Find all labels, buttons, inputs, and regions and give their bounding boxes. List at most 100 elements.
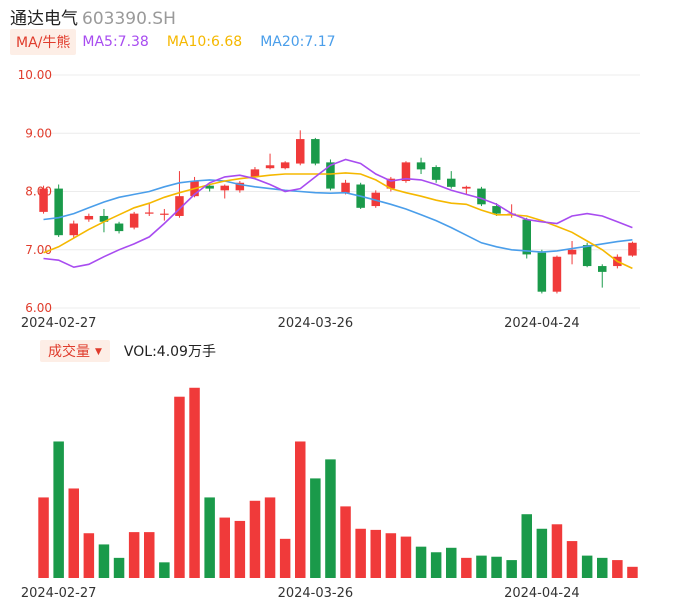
price-x-tick-label: 2024-02-27: [21, 316, 97, 331]
volume-bar: [128, 532, 140, 578]
candle-body: [552, 256, 562, 292]
ma-indicator-tab[interactable]: MA/牛熊: [10, 29, 77, 55]
candle-body: [341, 182, 350, 193]
volume-bar: [325, 459, 336, 578]
volume-bars: [38, 387, 638, 578]
volume-bar: [219, 517, 230, 578]
candle-body: [522, 219, 531, 255]
candle-body: [99, 215, 109, 222]
candle-body: [235, 182, 245, 191]
candle-body: [492, 206, 501, 214]
volume-indicator-dropdown[interactable]: 成交量 ▼: [40, 340, 110, 362]
volume-bar: [446, 547, 457, 578]
candle-body: [477, 188, 486, 205]
candles: [39, 130, 637, 294]
stock-name: 通达电气: [10, 9, 78, 29]
candle: [145, 203, 154, 216]
candle-body: [39, 188, 48, 212]
candle-body: [250, 169, 260, 177]
volume-bar: [264, 497, 276, 578]
candle-body: [296, 139, 305, 164]
volume-bar: [174, 396, 185, 578]
volume-bar: [310, 478, 321, 578]
candle: [280, 161, 290, 170]
volume-x-tick-label: 2024-02-27: [21, 586, 97, 601]
candle-body: [567, 249, 577, 255]
volume-bar: [551, 524, 563, 578]
candle-body: [386, 178, 396, 189]
candle: [296, 130, 305, 166]
volume-bar: [476, 555, 487, 578]
candle: [598, 264, 607, 288]
candle-body: [84, 215, 94, 220]
candle-body: [462, 186, 471, 189]
price-tick-label: 7.00: [25, 243, 52, 257]
volume-bar: [38, 497, 49, 578]
price-gridlines: [36, 74, 640, 309]
volume-bar: [279, 538, 291, 578]
candle-body: [69, 223, 78, 236]
volume-bar: [295, 441, 306, 578]
volume-bar: [189, 387, 200, 578]
candle: [416, 157, 426, 175]
volume-bar: [144, 532, 155, 578]
candle: [220, 184, 229, 199]
candle-body: [160, 213, 169, 215]
candle-body: [326, 162, 335, 189]
candle-body: [401, 162, 411, 182]
candle-body: [54, 188, 63, 236]
caret-down-icon: ▼: [95, 347, 102, 357]
price-tick-label: 8.00: [25, 185, 52, 199]
candle: [567, 241, 577, 265]
stock-code: 603390.SH: [82, 9, 176, 29]
volume-bar: [521, 514, 532, 578]
candle: [235, 181, 245, 193]
price-tick-label: 6.00: [25, 301, 52, 315]
candle-body: [311, 139, 320, 164]
ma20-legend: MA20:7.17: [260, 34, 336, 50]
volume-bar: [53, 441, 64, 578]
candle-body: [129, 213, 139, 228]
volume-bar: [83, 533, 95, 578]
volume-bar: [491, 556, 502, 578]
candle-body: [416, 162, 426, 170]
candle-body: [265, 165, 275, 169]
ma20-line: [43, 179, 633, 253]
price-tick-label: 10.00: [18, 68, 52, 82]
volume-bar: [415, 546, 427, 578]
volume-bar: [355, 528, 366, 578]
candle: [99, 208, 109, 233]
volume-x-tick-label: 2024-03-26: [278, 586, 354, 601]
candle-body: [280, 162, 290, 169]
volume-bar: [581, 555, 593, 578]
ma10-line: [43, 172, 633, 270]
candle: [552, 255, 562, 294]
volume-bar: [98, 544, 110, 578]
volume-value: VOL:4.09万手: [123, 344, 216, 360]
candle: [477, 186, 486, 207]
candle-body: [175, 196, 184, 216]
volume-bar: [597, 557, 608, 578]
volume-bar: [68, 488, 79, 578]
ma10-legend: MA10:6.68: [166, 34, 243, 50]
candle: [431, 165, 441, 183]
volume-bar: [430, 552, 442, 578]
candle: [54, 184, 63, 237]
volume-bar: [113, 557, 125, 578]
volume-bar: [400, 536, 412, 578]
price-x-tick-label: 2024-04-24: [504, 316, 580, 331]
candle: [492, 203, 501, 216]
candle-body: [537, 252, 547, 292]
candle-body: [431, 167, 441, 180]
candle: [205, 184, 214, 192]
volume-bar: [566, 541, 578, 578]
candle-body: [582, 245, 592, 267]
candle: [447, 171, 456, 189]
volume-bar: [461, 557, 472, 578]
candle: [160, 208, 169, 221]
candle-body: [598, 266, 607, 272]
volume-bar: [249, 500, 261, 578]
volume-bar: [385, 533, 397, 578]
candle: [69, 220, 78, 239]
